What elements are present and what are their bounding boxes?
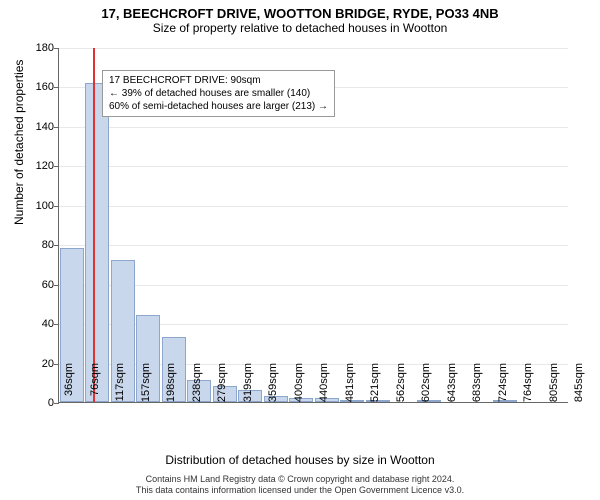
ytick-label: 120 [36, 160, 54, 172]
gridline [59, 245, 568, 246]
xtick-label: 238sqm [191, 363, 203, 413]
histogram-bar [85, 83, 109, 403]
gridline [59, 166, 568, 167]
annotation-line-2: ← 39% of detached houses are smaller (14… [109, 87, 328, 100]
ytick-label: 180 [36, 42, 54, 54]
xtick-label: 440sqm [318, 363, 330, 413]
ytick-label: 140 [36, 121, 54, 133]
xtick-label: 602sqm [420, 363, 432, 413]
xtick-label: 521sqm [369, 363, 381, 413]
ytick-label: 0 [48, 397, 54, 409]
ytick-label: 60 [42, 279, 54, 291]
xtick-label: 198sqm [165, 363, 177, 413]
ytick-mark [54, 166, 59, 167]
xtick-label: 724sqm [497, 363, 509, 413]
chart-container: 17, BEECHCROFT DRIVE, WOOTTON BRIDGE, RY… [0, 0, 600, 500]
xtick-label: 643sqm [446, 363, 458, 413]
chart-subtitle: Size of property relative to detached ho… [0, 21, 600, 37]
x-axis-label: Distribution of detached houses by size … [0, 453, 600, 467]
annotation-line-1: 17 BEECHCROFT DRIVE: 90sqm [109, 74, 328, 87]
ytick-mark [54, 206, 59, 207]
footer: Contains HM Land Registry data © Crown c… [0, 474, 600, 497]
xtick-label: 157sqm [140, 363, 152, 413]
y-axis-label: Number of detached properties [12, 60, 26, 225]
annotation-line-3: 60% of semi-detached houses are larger (… [109, 100, 328, 113]
chart-title: 17, BEECHCROFT DRIVE, WOOTTON BRIDGE, RY… [0, 0, 600, 21]
xtick-label: 319sqm [242, 363, 254, 413]
gridline [59, 206, 568, 207]
ytick-label: 160 [36, 81, 54, 93]
chart-area: 02040608010012014016018036sqm76sqm117sqm… [58, 48, 568, 403]
gridline [59, 48, 568, 49]
ytick-mark [54, 48, 59, 49]
xtick-label: 805sqm [548, 363, 560, 413]
xtick-label: 764sqm [522, 363, 534, 413]
gridline [59, 127, 568, 128]
gridline [59, 285, 568, 286]
ytick-mark [54, 87, 59, 88]
ytick-label: 40 [42, 318, 54, 330]
xtick-label: 481sqm [344, 363, 356, 413]
xtick-label: 36sqm [63, 363, 75, 413]
ytick-mark [54, 285, 59, 286]
xtick-label: 845sqm [573, 363, 585, 413]
footer-line-1: Contains HM Land Registry data © Crown c… [0, 474, 600, 485]
ytick-label: 100 [36, 200, 54, 212]
ytick-mark [54, 245, 59, 246]
xtick-label: 562sqm [395, 363, 407, 413]
ytick-mark [54, 324, 59, 325]
xtick-label: 117sqm [114, 363, 126, 413]
xtick-label: 683sqm [471, 363, 483, 413]
ytick-mark [54, 364, 59, 365]
xtick-label: 76sqm [89, 363, 101, 413]
ytick-mark [54, 403, 59, 404]
annotation-box: 17 BEECHCROFT DRIVE: 90sqm ← 39% of deta… [102, 70, 335, 117]
property-marker-line [93, 48, 95, 402]
ytick-label: 20 [42, 358, 54, 370]
ytick-label: 80 [42, 239, 54, 251]
xtick-label: 279sqm [216, 363, 228, 413]
footer-line-2: This data contains information licensed … [0, 485, 600, 496]
xtick-label: 400sqm [293, 363, 305, 413]
xtick-label: 359sqm [267, 363, 279, 413]
ytick-mark [54, 127, 59, 128]
